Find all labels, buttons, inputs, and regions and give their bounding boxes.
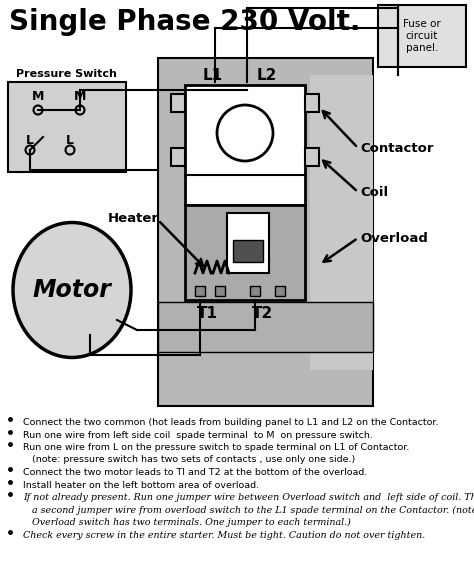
Bar (158, 302, 373, 352)
Bar (171, 94, 185, 112)
Text: Contactor: Contactor (360, 142, 434, 154)
Bar (158, 302, 373, 352)
Text: Overload: Overload (360, 232, 428, 244)
Text: Pressure Switch: Pressure Switch (16, 69, 117, 79)
Bar (8, 82, 126, 172)
Text: Overload switch has two terminals. One jumper to each terminal.): Overload switch has two terminals. One j… (23, 518, 351, 527)
Text: a second jumper wire from overload switch to the L1 spade terminal on the Contac: a second jumper wire from overload switc… (23, 506, 474, 514)
Bar (305, 148, 319, 166)
Bar (378, 5, 466, 67)
Bar (233, 240, 263, 262)
Bar (275, 286, 285, 296)
Bar (171, 148, 185, 166)
Text: Connect the two common (hot leads from building panel to L1 and L2 on the Contac: Connect the two common (hot leads from b… (23, 418, 438, 427)
Text: M: M (32, 90, 44, 104)
Text: L2: L2 (257, 67, 277, 82)
Text: T1: T1 (197, 306, 218, 321)
Bar (250, 286, 260, 296)
Bar (305, 94, 319, 112)
Text: Install heater on the left bottom area of overload.: Install heater on the left bottom area o… (23, 480, 259, 490)
Text: Connect the two motor leads to TI and T2 at the bottom of the overload.: Connect the two motor leads to TI and T2… (23, 468, 367, 477)
Text: L: L (66, 134, 74, 146)
Text: M: M (74, 90, 86, 104)
Text: Heater: Heater (108, 211, 159, 225)
Text: Run one wire from L on the pressure switch to spade terminal on L1 of Contactor.: Run one wire from L on the pressure swit… (23, 443, 410, 452)
Text: Fuse or
circuit
panel.: Fuse or circuit panel. (403, 20, 441, 52)
Text: Run one wire from left side coil  spade terminal  to M  on pressure switch.: Run one wire from left side coil spade t… (23, 430, 373, 439)
Bar (158, 58, 373, 406)
Text: Motor: Motor (33, 278, 111, 302)
Text: T2: T2 (252, 306, 273, 321)
Bar (227, 213, 269, 273)
Text: L: L (26, 134, 34, 146)
Bar (215, 286, 225, 296)
Text: Check every screw in the entire starter. Must be tight. Caution do not over tigh: Check every screw in the entire starter.… (23, 530, 425, 540)
Text: (note: pressure switch has two sets of contacts , use only one side.): (note: pressure switch has two sets of c… (23, 456, 355, 464)
Bar (310, 75, 373, 370)
Text: L1: L1 (203, 67, 223, 82)
Text: If not already present. Run one jumper wire between Overload switch and  left si: If not already present. Run one jumper w… (23, 493, 474, 502)
Bar (195, 286, 205, 296)
Bar (185, 85, 305, 205)
Bar (185, 205, 305, 300)
Ellipse shape (13, 222, 131, 358)
Text: Coil: Coil (360, 185, 388, 199)
Text: Single Phase 230 Volt.: Single Phase 230 Volt. (9, 8, 361, 36)
